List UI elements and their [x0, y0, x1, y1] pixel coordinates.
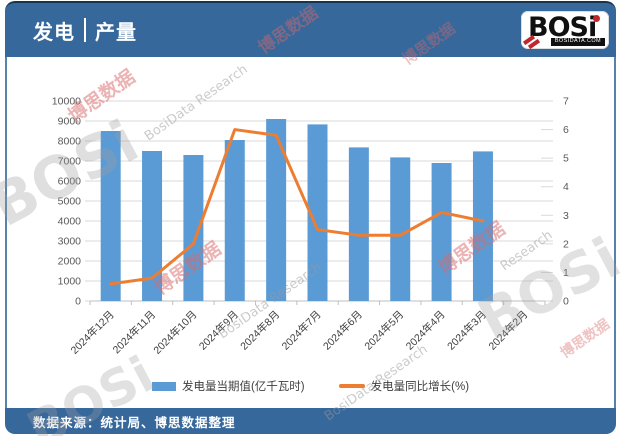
data-source-note: 数据来源：统计局、博思数据整理 — [33, 415, 236, 430]
bar-2024年4月 — [431, 163, 452, 301]
bosi-logo-red-dot-icon — [593, 15, 600, 22]
right-axis-tick-label: 2 — [563, 238, 569, 250]
bar-2024年11月 — [142, 151, 163, 301]
right-axis-tick-label: 3 — [563, 210, 569, 222]
right-axis-tick-label: 7 — [563, 96, 569, 108]
left-axis-tick-label: 0 — [75, 296, 81, 308]
bar-series-swatch-icon — [151, 381, 176, 391]
legend-item-line-series: 发电量同比增长(%) — [338, 378, 470, 394]
x-axis-category-label: 2024年5月 — [362, 308, 407, 353]
bar-2024年7月 — [307, 124, 328, 302]
x-axis-category-label: 2024年7月 — [279, 308, 324, 353]
bosi-logo-domain: BOSIDATA.COM — [550, 37, 605, 46]
legend-item-bar-series: 发电量当期值(亿千瓦时) — [151, 378, 305, 394]
x-axis-category-label: 2024年3月 — [444, 308, 489, 353]
legend-label: 发电量同比增长(%) — [370, 381, 470, 393]
left-axis-tick-label: 10000 — [52, 96, 81, 108]
page-title: 发电 产量 — [5, 16, 137, 45]
bosi-logo: BOSi BOSIDATA.COM — [521, 11, 609, 50]
right-axis-tick-label: 5 — [563, 153, 569, 165]
footer-band: 数据来源：统计局、博思数据整理 — [5, 408, 616, 434]
x-axis-category-label: 2024年12月 — [68, 308, 117, 357]
left-axis-tick-label: 1000 — [58, 276, 82, 288]
left-axis-tick-label: 4000 — [58, 216, 82, 228]
left-axis-tick-label: 5000 — [58, 196, 82, 208]
bar-2024年12月 — [100, 131, 121, 301]
bar-2024年8月 — [266, 119, 287, 301]
left-axis-tick-label: 8000 — [58, 136, 82, 148]
bar-2024年3月 — [472, 151, 493, 301]
x-axis-category-label: 2024年2月 — [486, 308, 531, 353]
x-axis-category-label: 2024年4月 — [403, 308, 448, 353]
left-axis-tick-label: 2000 — [58, 256, 82, 268]
title-divider — [84, 18, 86, 42]
chart-legend: 发电量当期值(亿千瓦时) 发电量同比增长(%) — [7, 377, 614, 395]
growth-line — [109, 128, 485, 286]
combo-chart: 0 1000 2000 3000 4000 5000 6000 7000 8000 9000 100… — [52, 96, 569, 357]
right-axis-tick-label: 1 — [563, 267, 569, 279]
x-axis-category-label: 2024年6月 — [320, 308, 365, 353]
right-axis-tick-label: 0 — [563, 296, 569, 308]
x-axis-category-label: 2024年8月 — [238, 308, 283, 353]
left-axis-tick-label: 6000 — [58, 176, 82, 188]
legend-label: 发电量当期值(亿千瓦时) — [181, 381, 305, 393]
bar-2024年10月 — [183, 155, 204, 301]
title-secondary: 产量 — [95, 21, 137, 44]
bar-2024年5月 — [390, 157, 411, 301]
header-band: 发电 产量 BOSi BOSIDATA.COM — [5, 1, 616, 57]
left-axis-tick-label: 9000 — [58, 116, 82, 128]
bar-2024年9月 — [224, 140, 245, 301]
bar-2024年6月 — [348, 147, 369, 301]
chart-panel: 0 1000 2000 3000 4000 5000 6000 7000 8000 9000 100… — [5, 57, 616, 408]
left-axis-tick-label: 7000 — [58, 156, 82, 168]
x-axis-category-label: 2024年9月 — [196, 308, 241, 353]
right-axis-tick-label: 4 — [563, 181, 569, 193]
left-axis-tick-label: 3000 — [58, 236, 82, 248]
title-primary: 发电 — [33, 21, 75, 44]
right-axis-tick-label: 6 — [563, 124, 569, 136]
line-series-swatch-icon — [338, 384, 365, 388]
x-axis-category-label: 2024年10月 — [151, 308, 200, 357]
